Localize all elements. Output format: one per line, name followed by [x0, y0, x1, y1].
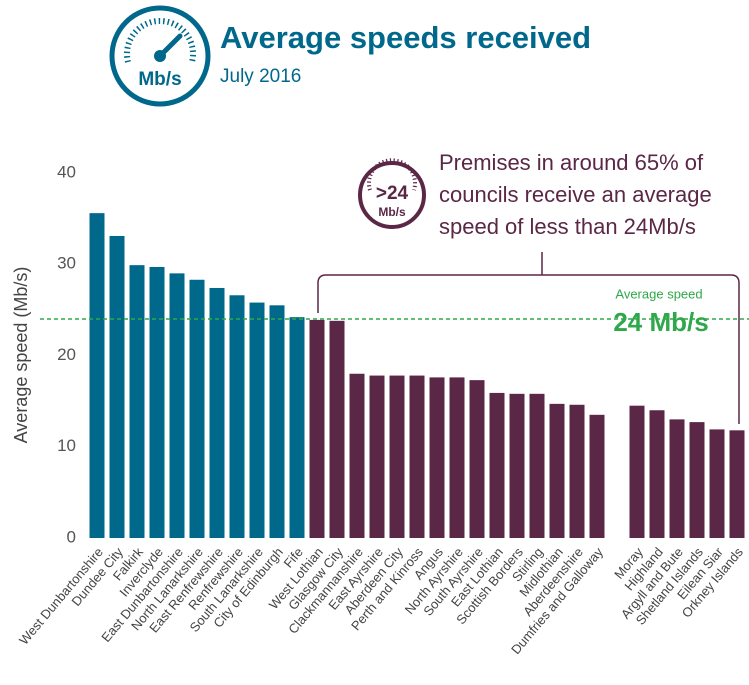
y-axis-label: Average speed (Mb/s) [11, 267, 31, 444]
chart-title: Average speeds received [220, 20, 591, 55]
bar [469, 380, 485, 538]
bar [289, 317, 305, 538]
bar [189, 279, 205, 538]
bar [329, 320, 345, 538]
annotation-icon: >24 Mb/s [358, 158, 426, 229]
annotation-icon-unit: Mb/s [378, 205, 406, 219]
header-icon: Mb/s [109, 5, 211, 107]
bar [669, 419, 685, 538]
bar [449, 377, 465, 538]
bar [489, 392, 505, 538]
bar [549, 403, 565, 538]
bar [169, 273, 185, 538]
icon-dial [124, 17, 196, 63]
bar [429, 377, 445, 538]
annotation-icon-value: >24 [376, 183, 409, 204]
bar [229, 295, 245, 538]
bar [589, 414, 605, 538]
bar [729, 430, 745, 538]
annotation-dial [367, 158, 417, 191]
bar [509, 393, 525, 538]
icon-hub [154, 50, 166, 62]
bar [109, 235, 125, 538]
bar [649, 410, 665, 538]
annotation-ring [358, 161, 426, 229]
bar [209, 287, 225, 538]
bar [89, 213, 105, 538]
reference-label: Average speed [615, 286, 702, 301]
annotation-text: Premises in around 65% of [439, 150, 704, 175]
bar [369, 375, 385, 538]
y-tick-label: 20 [57, 345, 76, 364]
bar [309, 319, 325, 538]
bar [149, 266, 165, 538]
bar [689, 422, 705, 538]
icon-ring [109, 5, 211, 107]
annotation-text: councils receive an average [439, 182, 712, 207]
y-tick-label: 40 [57, 162, 76, 181]
bar [269, 305, 285, 538]
bar [389, 375, 405, 538]
bracket [317, 252, 740, 424]
bar [629, 405, 645, 538]
bar [709, 429, 725, 538]
bar [569, 404, 585, 538]
x-tick-label: West Dunbartonshire [16, 544, 106, 647]
annotation-text: speed of less than 24Mb/s [439, 214, 696, 239]
y-tick-label: 0 [67, 527, 76, 546]
icon-label: Mb/s [138, 69, 181, 90]
bar [529, 393, 545, 538]
y-tick-label: 30 [57, 254, 76, 273]
y-tick-label: 10 [57, 436, 76, 455]
bar [249, 302, 265, 538]
reference-value-label: 24 Mb/s [613, 307, 708, 337]
bar [349, 373, 365, 538]
bar [129, 265, 145, 538]
chart-subtitle: July 2016 [220, 66, 301, 87]
bar [409, 375, 425, 538]
